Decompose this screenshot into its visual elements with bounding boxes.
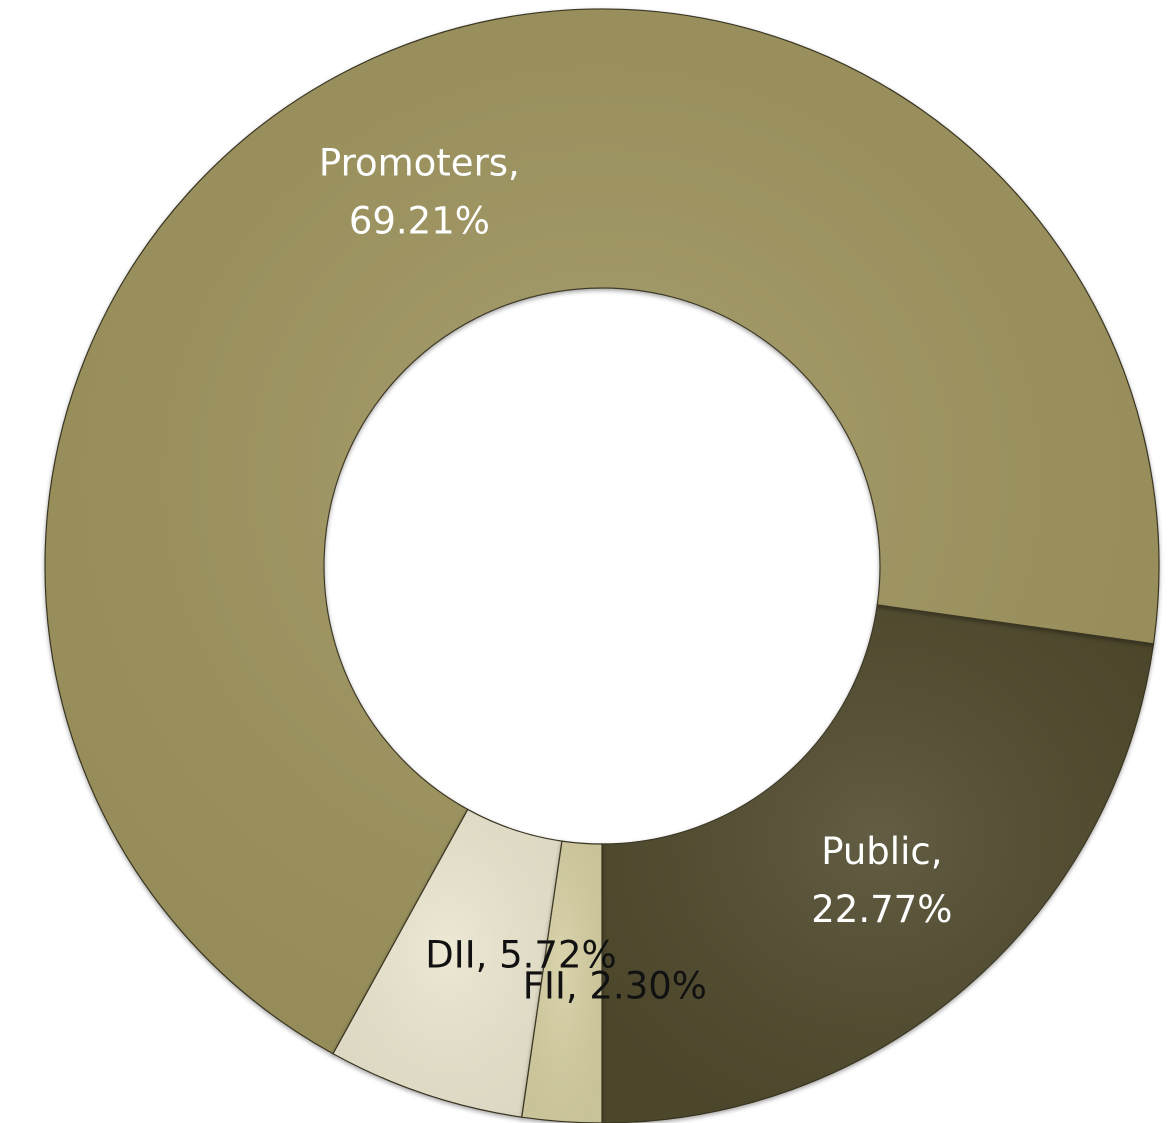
slice-label-public-line-1: Public,: [821, 830, 942, 873]
slices-layer: [44, 8, 1160, 1123]
slice-label-fii-line-1: FII, 2.30%: [523, 964, 707, 1007]
slice-promoters-sheen: [44, 9, 1160, 1054]
slice-label-dii: DII, 5.72%: [425, 934, 616, 977]
slice-label-promoters-line-1: Promoters,: [319, 142, 520, 185]
slice-label-public-line-2: 22.77%: [811, 888, 952, 931]
slice-label-promoters: Promoters, 69.21%: [319, 142, 520, 243]
slice-fii-sheen: [521, 841, 602, 1123]
slice-label-dii-line-1: DII, 5.72%: [425, 934, 616, 977]
slice-public-sheen: [602, 604, 1154, 1123]
slice-label-promoters-line-2: 69.21%: [349, 200, 490, 243]
labels-layer: Public, 22.77% Promoters, 69.21% DII, 5.72%F…: [319, 142, 952, 1008]
slice-label-fii: FII, 2.30%: [523, 964, 707, 1007]
slice-dii-sheen: [333, 809, 562, 1118]
slice-label-public: Public, 22.77%: [811, 830, 952, 931]
